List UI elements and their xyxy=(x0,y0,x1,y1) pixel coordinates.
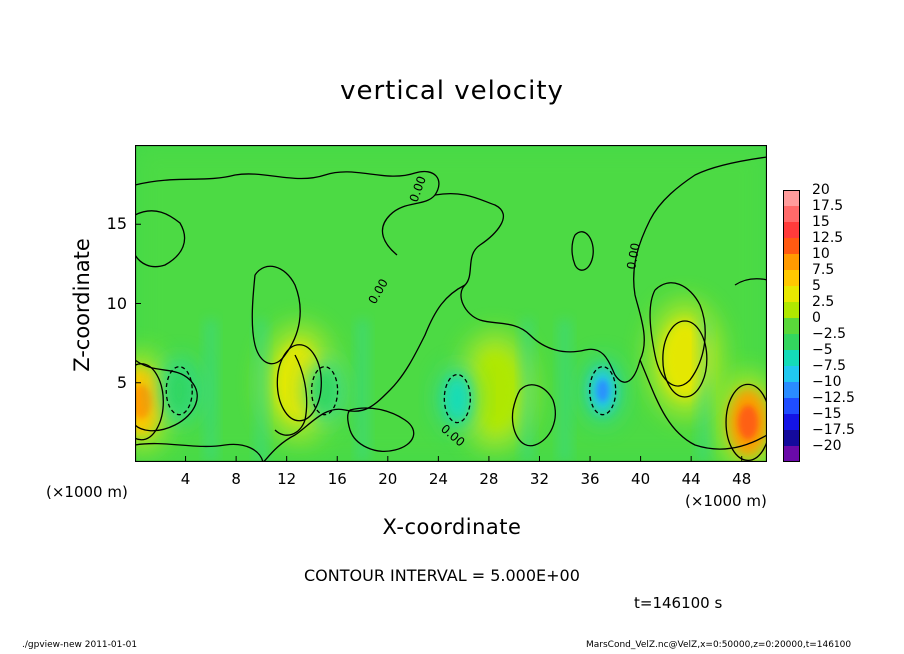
colorbar-level-label: 2.5 xyxy=(812,294,835,310)
colorbar-cell xyxy=(783,238,800,255)
contour-layer xyxy=(135,156,767,462)
x-tick-label: 36 xyxy=(580,470,600,488)
contour-zero xyxy=(571,231,594,271)
x-tick-label: 40 xyxy=(631,470,651,488)
colorbar-cell xyxy=(783,222,800,239)
contour-zero xyxy=(633,156,767,361)
colorbar-level-label: −20 xyxy=(812,438,842,454)
contour-zero xyxy=(511,384,556,447)
contour-zero xyxy=(135,170,440,256)
colorbar-level-label: −2.5 xyxy=(812,326,846,342)
colorbar-level-label: 0 xyxy=(812,310,821,326)
contour-zero xyxy=(135,210,186,268)
x-axis-unit: (×1000 m) xyxy=(685,492,767,510)
downdraft-peak xyxy=(596,379,609,402)
colorbar-level-label: −17.5 xyxy=(812,422,855,438)
downdraft-core xyxy=(445,376,470,421)
contour-label: 0.00 xyxy=(624,242,642,271)
colorbar-cell xyxy=(783,382,800,399)
colorbar-level-label: 10 xyxy=(812,246,830,262)
colorbar-cell xyxy=(783,302,800,319)
contour-zero xyxy=(347,407,415,452)
contour-zero xyxy=(434,193,641,383)
field-layer xyxy=(135,145,767,462)
x-tick-label: 32 xyxy=(529,470,550,488)
x-tick-label: 16 xyxy=(327,470,347,488)
updraft-core xyxy=(471,350,520,431)
colorbar-level-label: 15 xyxy=(812,214,830,230)
field-streak xyxy=(558,319,571,462)
contour-interval-label: CONTOUR INTERVAL = 5.000E+00 xyxy=(304,566,580,585)
colorbar-cell xyxy=(783,190,800,207)
colorbar-level-label: −5 xyxy=(812,342,833,358)
colorbar-cell xyxy=(783,206,800,223)
colorbar-cell xyxy=(783,350,800,367)
colorbar-cell xyxy=(783,398,800,415)
colorbar-cell xyxy=(783,366,800,383)
contour-zero xyxy=(639,359,767,450)
contour-positive xyxy=(276,344,322,422)
field-streak xyxy=(255,319,268,462)
colorbar-level-label: 7.5 xyxy=(812,262,835,278)
contour-zero xyxy=(262,284,466,462)
contour-zero xyxy=(649,282,706,387)
colorbar-level-label: 12.5 xyxy=(812,230,844,246)
x-tick-label: 44 xyxy=(681,470,701,488)
colorbar-cell xyxy=(783,270,800,287)
y-tick-label: 5 xyxy=(116,372,127,392)
x-tick-label: 48 xyxy=(732,470,752,488)
colorbar-level-label: −7.5 xyxy=(812,358,846,374)
colorbar-cell xyxy=(783,334,800,351)
colorbar-cell xyxy=(783,318,800,335)
x-axis-label: X-coordinate xyxy=(382,515,522,539)
x-tick-label: 20 xyxy=(378,470,398,488)
y-tick-label: 15 xyxy=(106,214,127,234)
contour-negative xyxy=(443,373,471,424)
colorbar-level-label: −15 xyxy=(812,406,842,422)
x-tick-label: 12 xyxy=(277,470,297,488)
updraft-core xyxy=(660,318,709,399)
contour-negative xyxy=(165,366,193,416)
colorbar-cell xyxy=(783,286,800,303)
y-axis-unit: (×1000 m) xyxy=(46,483,128,501)
contour-negative xyxy=(310,366,339,416)
colorbar xyxy=(783,190,800,462)
y-tick-label: 10 xyxy=(106,293,127,313)
contour-negative xyxy=(589,366,617,416)
colorbar-level-label: −10 xyxy=(812,374,842,390)
x-tick-label: 4 xyxy=(180,470,191,488)
field-streak xyxy=(356,319,369,462)
colorbar-cell xyxy=(783,430,800,447)
colorbar-level-label: 5 xyxy=(812,278,821,294)
footer-data-source: MarsCond_VelZ.nc@VelZ,x=0:50000,z=0:2000… xyxy=(586,640,852,650)
colorbar-cell xyxy=(783,254,800,271)
contour-positive xyxy=(725,383,767,462)
colorbar-level-label: 20 xyxy=(812,182,830,198)
field-streak xyxy=(204,319,217,462)
colorbar-level-label: 17.5 xyxy=(812,198,844,214)
colorbar-cell xyxy=(783,414,800,431)
downdraft-core xyxy=(167,368,192,413)
heatmap-plot: 0.000.000.000.00 xyxy=(135,145,767,462)
updraft-peak xyxy=(135,384,152,419)
colorbar-cell xyxy=(783,446,800,462)
footer-program-date: ./gpview-new 2011-01-01 xyxy=(22,640,138,650)
colorbar-level-label: −12.5 xyxy=(812,390,855,406)
contour-positive xyxy=(662,320,708,398)
x-tick-label: 28 xyxy=(479,470,499,488)
updraft-peak xyxy=(738,405,759,440)
chart-title: vertical velocity xyxy=(340,76,564,106)
contour-positive xyxy=(135,363,164,441)
time-stamp: t=146100 s xyxy=(634,594,723,612)
x-tick-label: 24 xyxy=(428,470,448,488)
x-tick-label: 8 xyxy=(231,470,241,488)
contour-zero xyxy=(135,442,264,462)
contour-zero xyxy=(135,359,198,432)
field-streak xyxy=(520,319,533,462)
